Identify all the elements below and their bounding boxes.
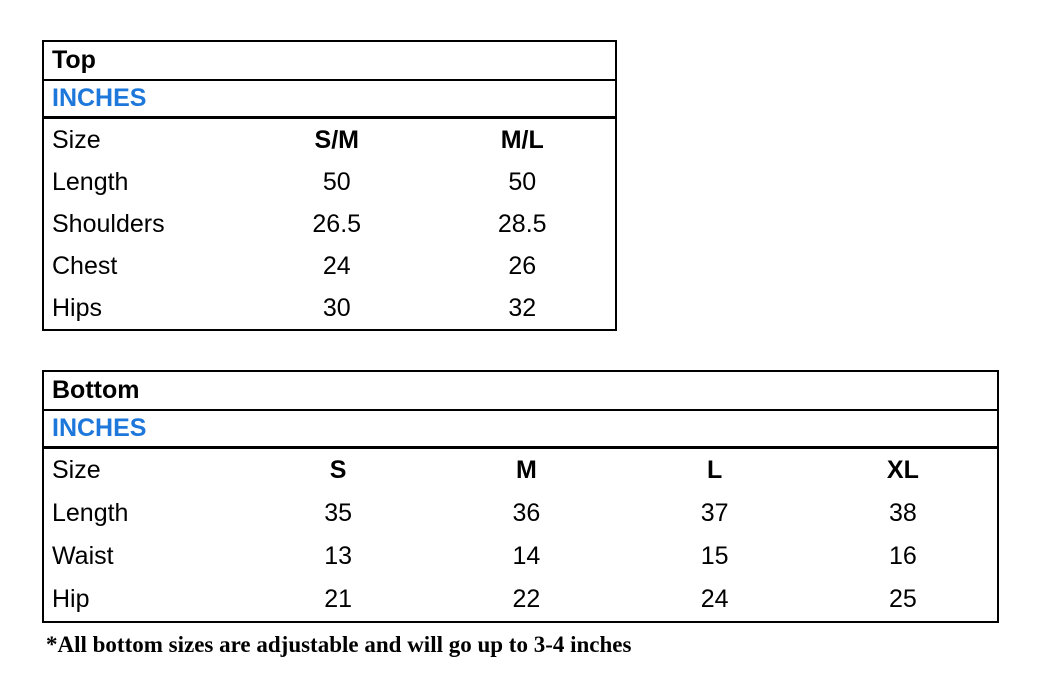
size-column-header: S	[329, 456, 347, 484]
cell-value: 24	[700, 585, 729, 613]
row-label: Length	[52, 499, 129, 527]
cell-value: 26.5	[312, 209, 362, 238]
cell-value: 14	[512, 542, 541, 570]
cell-value: 22	[512, 585, 541, 613]
cell-value: 38	[888, 499, 917, 527]
top-table-title: Top	[44, 42, 615, 81]
row-label: Length	[52, 167, 129, 196]
cell-value: 15	[700, 542, 729, 570]
row-label: Hips	[52, 293, 103, 322]
table-row-hip: Hip 21 22 24 25	[44, 578, 997, 621]
bottom-table-title: Bottom	[44, 372, 997, 411]
cell-value: 36	[512, 499, 541, 527]
size-column-header: XL	[886, 456, 919, 484]
cell-value: 30	[322, 293, 351, 322]
top-table-units-label: INCHES	[44, 81, 615, 119]
table-row-length: Length 35 36 37 38	[44, 492, 997, 535]
cell-value: 25	[888, 585, 917, 613]
row-label: Shoulders	[52, 209, 165, 238]
cell-value: 37	[700, 499, 729, 527]
table-row-chest: Chest 24 26	[44, 245, 615, 287]
cell-value: 16	[888, 542, 917, 570]
row-label: Size	[52, 125, 101, 154]
row-label: Hip	[52, 585, 90, 613]
top-size-header-row: Size S/M M/L	[44, 119, 615, 161]
cell-value: 13	[324, 542, 353, 570]
cell-value: 28.5	[497, 209, 547, 238]
cell-value: 50	[322, 167, 351, 196]
cell-value: 21	[324, 585, 353, 613]
bottom-table-units-label: INCHES	[44, 411, 997, 449]
size-column-header: M	[515, 456, 537, 484]
table-row-waist: Waist 13 14 15 16	[44, 535, 997, 578]
table-row-length: Length 50 50	[44, 161, 615, 203]
cell-value: 32	[508, 293, 537, 322]
table-row-shoulders: Shoulders 26.5 28.5	[44, 203, 615, 245]
cell-value: 24	[322, 251, 351, 280]
cell-value: 50	[508, 167, 537, 196]
cell-value: 26	[508, 251, 537, 280]
size-column-header: S/M	[314, 125, 359, 154]
cell-value: 35	[324, 499, 353, 527]
top-size-table: Top INCHES Size S/M M/L Length 50 50 Sho…	[42, 40, 617, 331]
row-label: Waist	[52, 542, 114, 570]
table-row-hips: Hips 30 32	[44, 287, 615, 329]
bottom-size-header-row: Size S M L XL	[44, 449, 997, 492]
size-column-header: L	[706, 456, 723, 484]
row-label: Size	[52, 456, 101, 484]
size-column-header: M/L	[500, 125, 544, 154]
row-label: Chest	[52, 251, 118, 280]
bottom-size-table: Bottom INCHES Size S M L XL Length 35 36…	[42, 370, 999, 623]
adjustable-sizes-footnote: *All bottom sizes are adjustable and wil…	[46, 632, 632, 657]
